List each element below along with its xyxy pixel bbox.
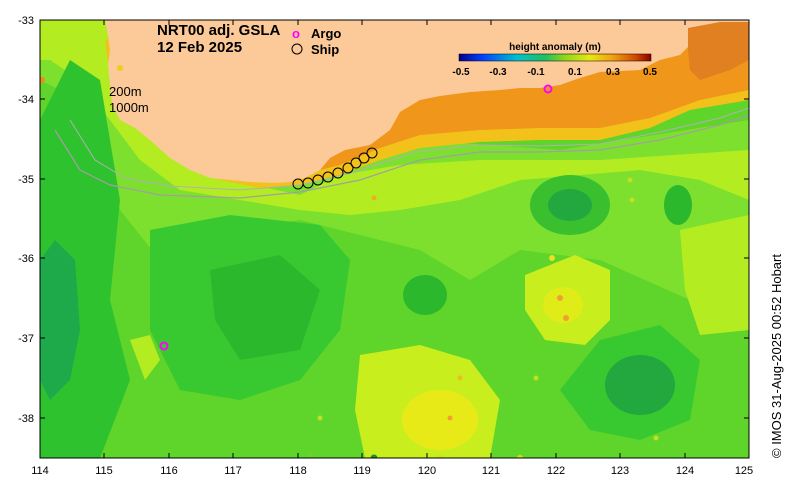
colorbar-tick: -0.3 bbox=[489, 67, 507, 78]
y-tick-label: -36 bbox=[18, 253, 34, 265]
drifter-dot bbox=[117, 65, 123, 71]
ship-marker bbox=[302, 177, 314, 189]
y-axis bbox=[40, 19, 749, 419]
x-tick-label: 121 bbox=[482, 465, 500, 477]
isobath-200m bbox=[69, 107, 749, 191]
drifter-dots bbox=[40, 65, 659, 458]
warm-patch-northeast bbox=[680, 215, 749, 335]
ship-marker bbox=[332, 167, 344, 179]
argo-legend-label: Argo bbox=[311, 26, 341, 41]
colorbar-tick: -0.1 bbox=[527, 67, 545, 78]
argo-float-marker bbox=[543, 84, 553, 94]
x-tick-label: 116 bbox=[160, 465, 178, 477]
drifter-dot bbox=[307, 453, 313, 458]
x-tick-label: 118 bbox=[289, 465, 307, 477]
drifter-dot bbox=[557, 295, 563, 301]
ship-marker bbox=[358, 152, 370, 164]
warm-patch-west bbox=[130, 335, 160, 380]
y-tick-label: -33 bbox=[18, 15, 34, 27]
plot-area bbox=[40, 20, 749, 458]
drifter-dot bbox=[457, 375, 463, 381]
warm-core-east bbox=[543, 287, 583, 323]
drifter-dot bbox=[653, 435, 659, 441]
colorbar-tick: 0.1 bbox=[568, 67, 582, 78]
x-tick-label: 122 bbox=[547, 465, 565, 477]
y-tick-label: -37 bbox=[18, 333, 34, 345]
cool-eddy-central-core bbox=[210, 255, 320, 360]
drifter-dot bbox=[533, 375, 539, 381]
x-tick-label: 123 bbox=[611, 465, 629, 477]
isobath-200m-label: 200m bbox=[109, 84, 142, 99]
colorbar-title: height anomaly (m) bbox=[509, 42, 601, 53]
y-tick-label: -35 bbox=[18, 174, 34, 186]
x-tick-label: 120 bbox=[418, 465, 436, 477]
x-tick-label: 117 bbox=[224, 465, 242, 477]
x-tick-label: 115 bbox=[95, 465, 113, 477]
ship-track bbox=[292, 147, 378, 190]
drifter-dot bbox=[437, 455, 443, 458]
cool-eddy-southeast-core bbox=[605, 355, 675, 415]
x-tick-label: 119 bbox=[353, 465, 371, 477]
drifter-dot bbox=[371, 195, 377, 201]
y-tick-label: -34 bbox=[18, 94, 34, 106]
drifter-dot bbox=[370, 454, 378, 458]
colorbar-tick: 0.5 bbox=[643, 67, 657, 78]
argo-float-marker bbox=[159, 341, 169, 351]
drifter-dot bbox=[549, 255, 555, 261]
map-title: NRT00 adj. GSLA bbox=[157, 22, 281, 39]
credit-text: © IMOS 31-Aug-2025 00:52 Hobart bbox=[769, 254, 784, 458]
colorbar-tick: -0.5 bbox=[452, 67, 470, 78]
ship-marker bbox=[322, 171, 334, 183]
ship-marker bbox=[342, 162, 354, 174]
y-tick-label: -38 bbox=[18, 413, 34, 425]
isobath-1000m-label: 1000m bbox=[109, 100, 149, 115]
drifter-dot bbox=[629, 197, 635, 203]
x-tick-label: 124 bbox=[676, 465, 694, 477]
x-axis bbox=[39, 20, 750, 458]
drifter-dot bbox=[563, 315, 569, 321]
map-date: 12 Feb 2025 bbox=[157, 39, 242, 56]
drifter-dot bbox=[627, 177, 633, 183]
drifter-dot bbox=[447, 415, 453, 421]
cool-eddy-east-core bbox=[548, 189, 592, 221]
ship-legend-label: Ship bbox=[311, 42, 339, 57]
ship-legend-icon bbox=[291, 43, 303, 55]
ship-marker bbox=[366, 147, 378, 159]
cool-core-west bbox=[40, 240, 80, 400]
ship-marker bbox=[312, 174, 324, 186]
colorbar-tick: 0.3 bbox=[606, 67, 620, 78]
plot-frame bbox=[39, 19, 750, 459]
drifter-dot bbox=[517, 455, 523, 458]
argo-legend-symbol: o bbox=[292, 26, 300, 41]
cool-eddy-far-east bbox=[664, 185, 692, 225]
x-tick-label: 114 bbox=[31, 465, 49, 477]
drifter-dot bbox=[317, 415, 323, 421]
coastal-hotspot-east bbox=[688, 22, 749, 80]
warm-core-south bbox=[402, 390, 478, 450]
ship-marker bbox=[350, 157, 362, 169]
cool-eddy-small bbox=[403, 275, 447, 315]
x-tick-label: 125 bbox=[735, 465, 753, 477]
isobath-1000m bbox=[54, 114, 749, 199]
colorbar bbox=[458, 53, 652, 62]
drifter-dot bbox=[40, 77, 45, 83]
